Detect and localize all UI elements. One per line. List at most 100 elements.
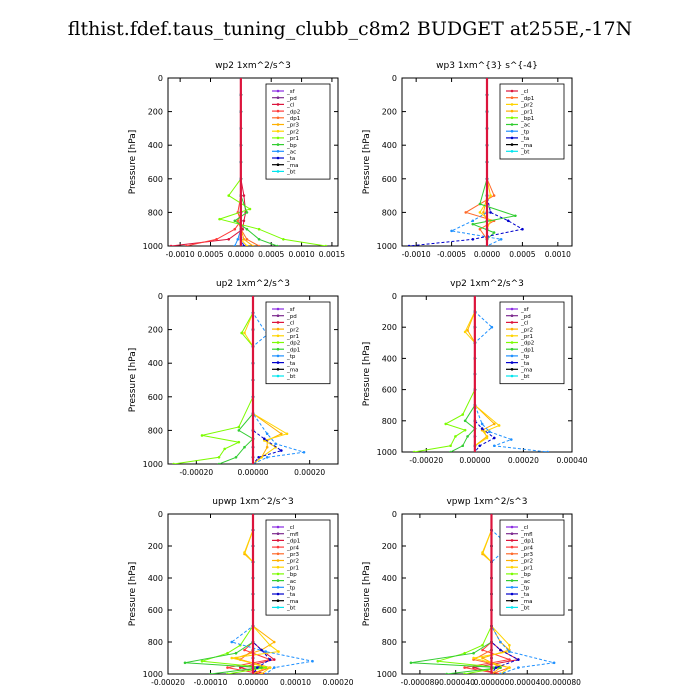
data-point <box>499 648 502 652</box>
data-point <box>488 430 491 434</box>
legend-marker <box>510 150 514 153</box>
data-point <box>183 661 187 665</box>
data-point <box>471 222 475 226</box>
y-axis-label: Pressure [hPa] <box>362 130 372 195</box>
data-point <box>436 659 440 663</box>
data-point <box>509 438 513 441</box>
figure-title: flthist.fdef.taus_tuning_clubb_c8m2 BUDG… <box>67 18 633 40</box>
y-tick-label: 200 <box>148 108 163 117</box>
legend-label: _ac <box>520 123 530 129</box>
data-point <box>466 329 469 332</box>
legend-label: _pr2 <box>286 327 299 333</box>
data-point <box>234 455 238 459</box>
data-point <box>268 666 272 669</box>
legend-label: _mfl <box>286 532 299 538</box>
legend-label: _cl <box>286 321 295 327</box>
legend-marker <box>510 374 514 378</box>
legend-label: _pd <box>520 314 531 320</box>
data-point <box>280 432 283 436</box>
legend-label: _ac <box>520 579 530 585</box>
x-tick-label: 0.0005 <box>197 250 223 259</box>
legend-label: _tp <box>286 354 296 360</box>
data-point <box>242 244 246 246</box>
legend-label: _bp <box>520 572 531 578</box>
data-point <box>483 430 486 434</box>
legend-label: _dp2 <box>286 109 300 115</box>
legend-label: _bt <box>520 374 530 380</box>
legend-label: _tp <box>520 586 530 592</box>
y-tick-label: 600 <box>382 386 397 395</box>
data-point <box>499 237 503 241</box>
x-tick-label: 0.0000 <box>474 250 500 259</box>
data-point <box>552 661 556 665</box>
legend-marker <box>276 559 280 562</box>
legend-label: _pr2 <box>520 559 533 565</box>
y-tick-label: 1000 <box>377 670 397 679</box>
data-point <box>223 447 226 451</box>
data-point <box>407 244 411 246</box>
legend-marker <box>510 525 514 529</box>
data-point <box>248 207 252 211</box>
legend-marker <box>510 143 514 146</box>
x-tick-label: 0.000000 <box>474 678 510 687</box>
data-point <box>472 666 475 669</box>
data-point <box>238 666 242 669</box>
y-tick-label: 600 <box>382 606 397 615</box>
y-tick-label: 600 <box>148 175 163 184</box>
y-tick-label: 0 <box>392 292 397 301</box>
legend-label: _ac <box>286 150 296 156</box>
legend-marker <box>510 545 514 549</box>
x-tick-label: -0.00020 <box>151 678 185 687</box>
data-point <box>454 435 457 438</box>
legend-label: _dp1 <box>520 347 534 353</box>
data-point <box>263 437 266 441</box>
y-tick-label: 1000 <box>143 670 163 679</box>
legend-label: _ta <box>520 592 529 598</box>
panel-6: vpwp 1xm^2/s^3 Pressure [hPa] 0 200 400 600 80… <box>362 497 581 687</box>
data-point <box>226 651 229 655</box>
series-line-pr4 <box>227 514 272 674</box>
series-line-bp <box>201 514 266 674</box>
data-point <box>260 648 263 652</box>
panel-title: vpwp 1xm^2/s^3 <box>446 497 527 507</box>
data-point <box>497 424 501 427</box>
data-point <box>215 237 218 241</box>
y-tick-label: 400 <box>382 574 397 583</box>
y-tick-label: 600 <box>148 606 163 615</box>
x-tick-label: 0.00000 <box>237 468 268 477</box>
data-point <box>169 244 173 246</box>
data-point <box>492 444 496 448</box>
series-group <box>407 78 524 246</box>
legend-label: _cl <box>520 89 529 95</box>
x-tick-label: 0.0015 <box>319 250 345 259</box>
data-point <box>472 656 475 660</box>
data-point <box>499 640 502 644</box>
y-tick-label: 400 <box>382 354 397 363</box>
legend-marker <box>276 307 280 311</box>
legend-label: _bt <box>520 606 530 612</box>
data-point <box>243 648 246 652</box>
series-group <box>409 514 556 674</box>
data-point <box>508 643 511 647</box>
y-axis-label: Pressure [hPa] <box>128 562 138 627</box>
data-point <box>302 450 306 454</box>
y-tick-label: 0 <box>158 74 163 83</box>
data-point <box>277 650 280 653</box>
x-tick-label: 0.000040 <box>509 678 545 687</box>
legend-marker <box>276 163 280 166</box>
y-axis-label: Pressure [hPa] <box>128 348 138 413</box>
x-tick-label: -0.000080 <box>401 678 440 687</box>
data-point <box>280 449 283 452</box>
data-point <box>464 211 468 214</box>
legend-label: _tp <box>286 586 296 592</box>
data-point <box>236 219 240 223</box>
data-point <box>272 640 276 644</box>
y-tick-label: 400 <box>148 141 163 150</box>
data-point <box>508 658 511 661</box>
data-point <box>285 432 289 436</box>
data-point <box>242 219 246 223</box>
legend-label: _bp <box>286 143 297 149</box>
data-point <box>481 551 484 554</box>
y-tick-label: 600 <box>148 393 163 402</box>
legend-marker <box>276 150 280 153</box>
